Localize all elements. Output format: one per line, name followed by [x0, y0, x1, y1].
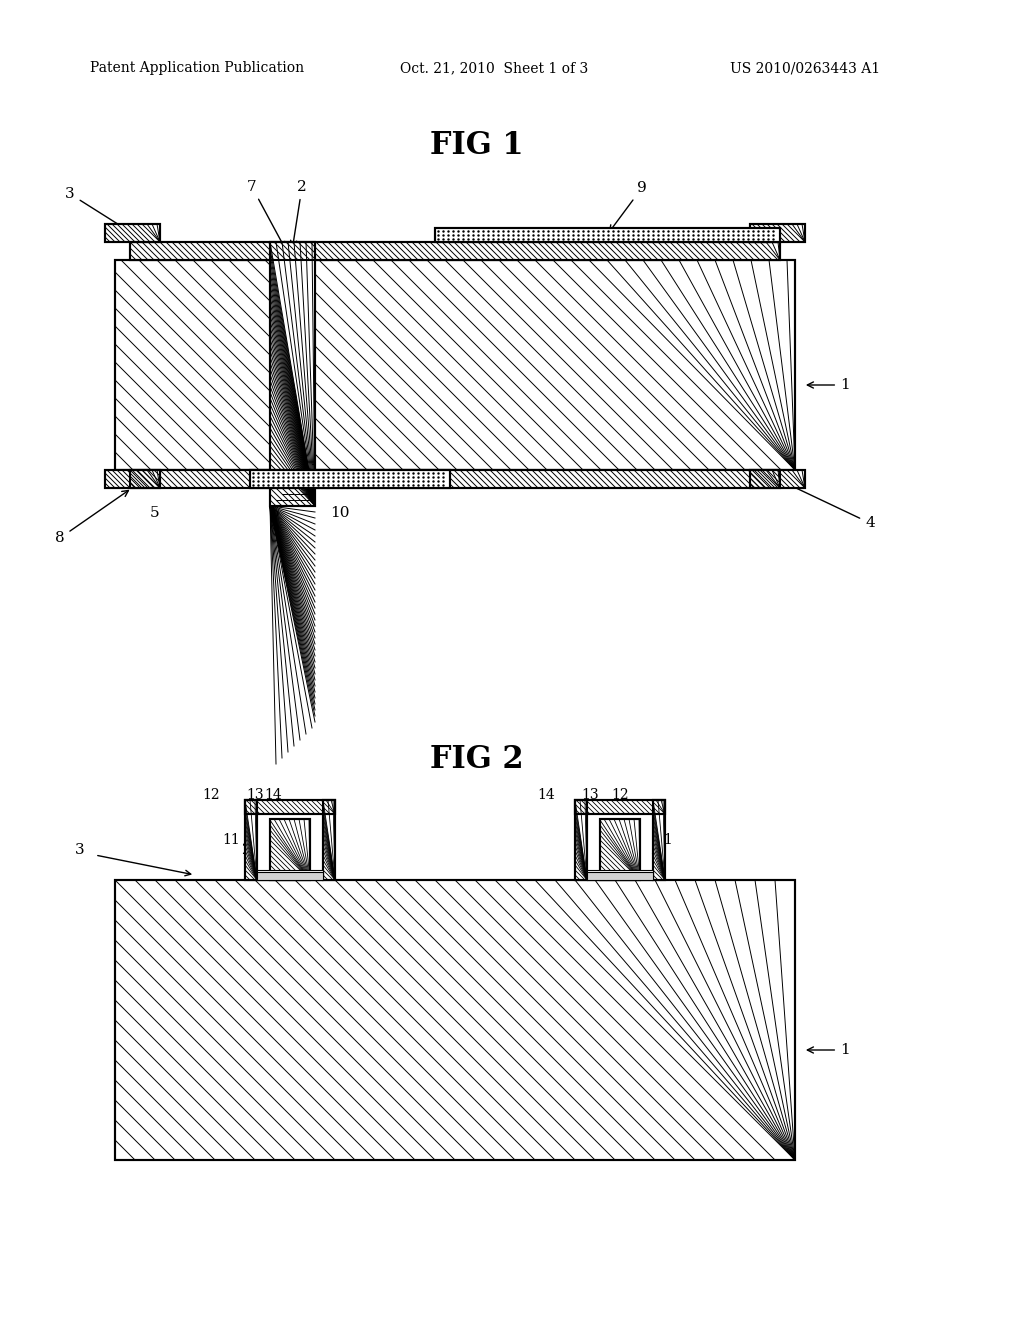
Bar [575, 800, 665, 814]
Text: FIG 2: FIG 2 [430, 744, 523, 776]
Bar [653, 800, 665, 880]
Bar [750, 224, 805, 242]
Text: 9: 9 [609, 181, 647, 231]
Bar [105, 470, 160, 488]
Text: 2: 2 [291, 180, 307, 247]
Bar [105, 224, 160, 242]
Bar [600, 818, 640, 880]
Text: 1: 1 [807, 1043, 850, 1057]
Bar [130, 470, 780, 488]
Text: 11: 11 [222, 833, 240, 847]
Text: 14: 14 [264, 788, 282, 803]
Text: 12: 12 [611, 788, 629, 803]
Bar [250, 470, 450, 488]
Bar [600, 818, 640, 880]
Bar [270, 242, 315, 506]
Bar [257, 870, 323, 880]
Text: 8: 8 [55, 491, 128, 545]
Bar [435, 228, 780, 242]
Text: 13: 13 [246, 788, 264, 803]
Bar [245, 800, 335, 814]
Text: 10: 10 [331, 506, 350, 520]
Bar [105, 470, 160, 488]
Text: 11: 11 [655, 833, 673, 847]
Bar [115, 260, 795, 470]
Bar [115, 880, 795, 1160]
Text: 13: 13 [582, 788, 599, 803]
Text: FIG 1: FIG 1 [430, 129, 523, 161]
Text: 5: 5 [151, 506, 160, 520]
Text: 7: 7 [247, 180, 285, 248]
Bar [575, 800, 665, 814]
Text: 14: 14 [538, 788, 555, 803]
Bar [575, 800, 587, 880]
Bar [323, 800, 335, 880]
Bar [245, 800, 257, 880]
Text: Patent Application Publication: Patent Application Publication [90, 61, 304, 75]
Bar [105, 224, 160, 242]
Bar [270, 242, 315, 506]
Bar [245, 800, 257, 880]
Text: 2: 2 [650, 843, 658, 857]
Bar [130, 242, 780, 260]
Bar [250, 470, 450, 488]
Text: 2: 2 [242, 843, 250, 857]
Bar [750, 224, 805, 242]
Text: Oct. 21, 2010  Sheet 1 of 3: Oct. 21, 2010 Sheet 1 of 3 [400, 61, 588, 75]
Bar [750, 470, 805, 488]
Bar [115, 260, 795, 470]
Bar [245, 800, 335, 814]
Text: 6: 6 [270, 506, 280, 520]
Text: US 2010/0263443 A1: US 2010/0263443 A1 [730, 61, 880, 75]
Bar [257, 873, 323, 880]
Bar [653, 800, 665, 880]
Bar [587, 873, 653, 880]
Text: 1: 1 [807, 378, 850, 392]
Bar [130, 470, 780, 488]
Bar [270, 818, 310, 880]
Bar [587, 870, 653, 880]
Bar [435, 228, 780, 242]
Bar [575, 800, 587, 880]
Bar [750, 470, 805, 488]
Text: 3: 3 [66, 187, 128, 231]
Bar [323, 800, 335, 880]
Bar [270, 818, 310, 880]
Bar [130, 242, 780, 260]
Text: 4: 4 [781, 480, 874, 531]
Text: 12: 12 [203, 788, 220, 803]
Text: 3: 3 [75, 843, 85, 857]
Bar [115, 880, 795, 1160]
